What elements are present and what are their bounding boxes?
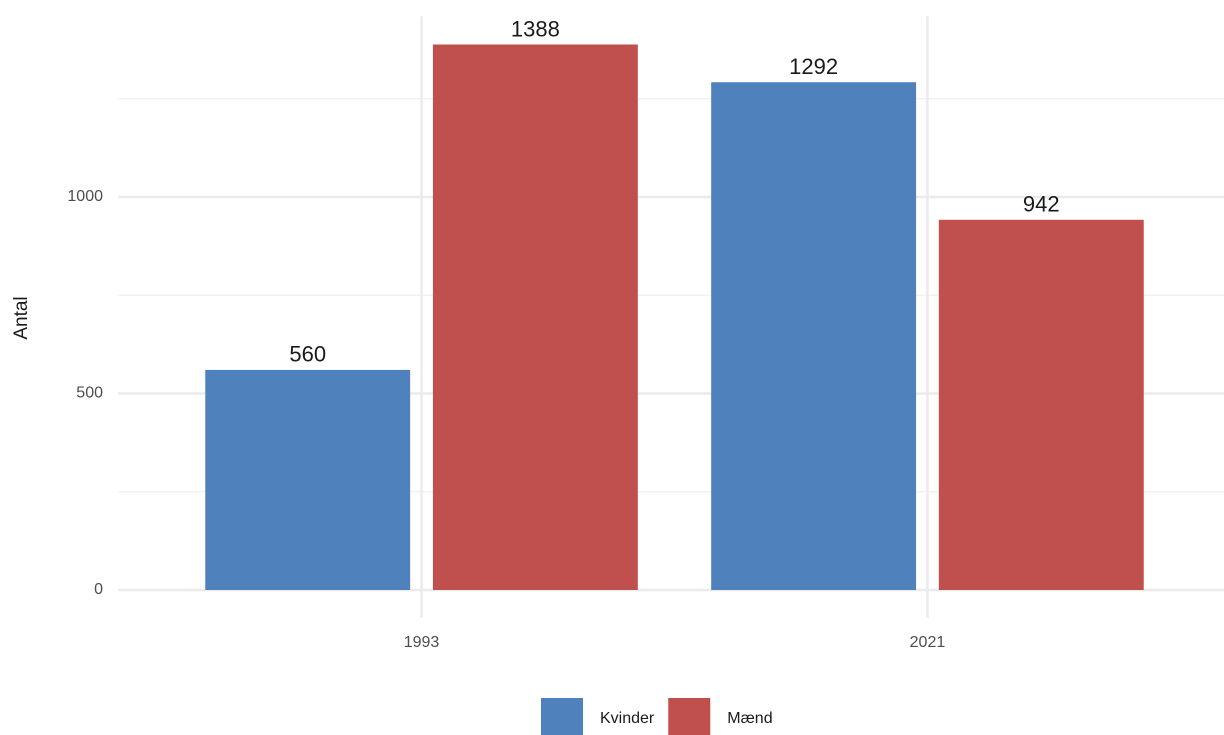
legend-key [541,698,583,735]
bar [711,82,917,590]
legend-label: Mænd [727,710,772,727]
value-label: 560 [289,342,326,367]
bar [205,369,411,590]
bar [938,219,1144,590]
x-tick-label: 1993 [404,634,440,651]
y-tick-label: 1000 [67,188,103,205]
y-axis-label: Antal [11,296,32,339]
y-tick-label: 0 [94,581,103,598]
value-label: 1292 [789,54,838,79]
value-label: 1388 [511,16,560,41]
y-tick-label: 500 [76,385,103,402]
legend-key [668,698,711,735]
bar [432,44,638,590]
legend-label: Kvinder [600,710,655,727]
value-label: 942 [1023,192,1060,217]
x-tick-label: 2021 [910,634,946,651]
